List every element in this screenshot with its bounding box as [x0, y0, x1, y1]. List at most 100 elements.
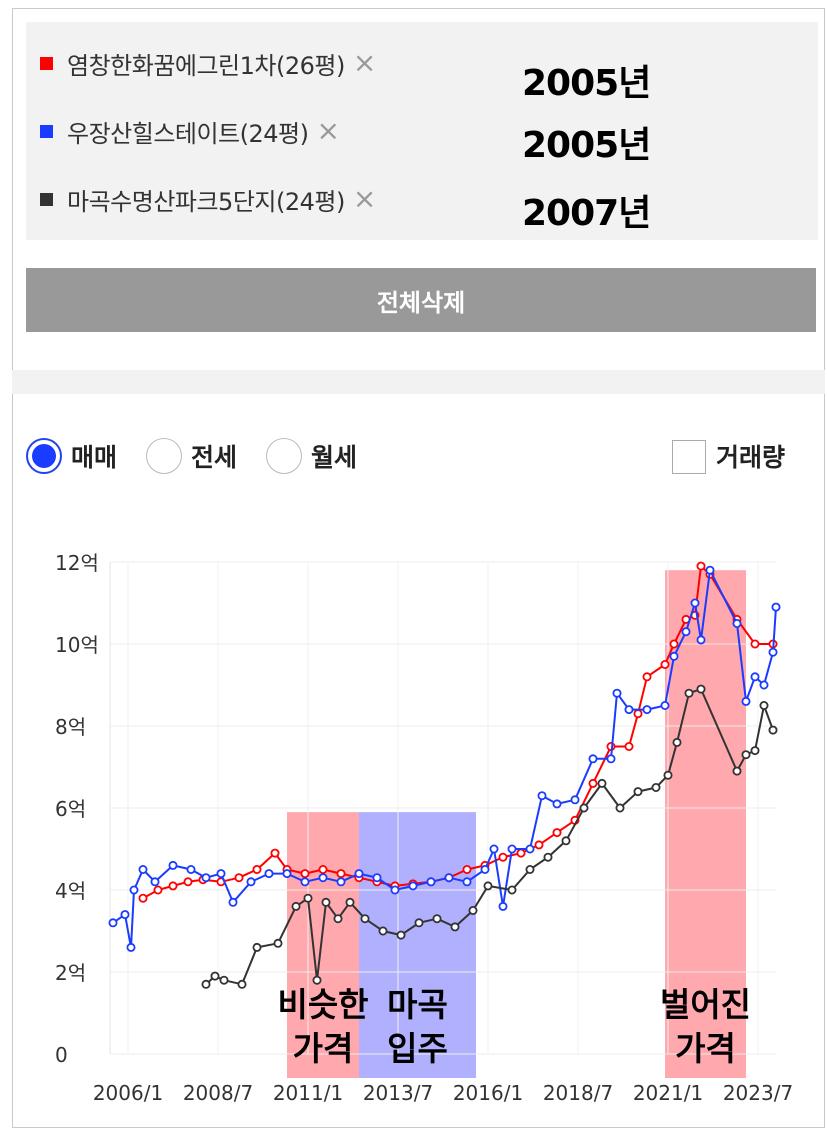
- comparison-legend: [26, 22, 818, 240]
- legend-swatch-blue: [40, 124, 53, 138]
- section-divider: [12, 370, 825, 394]
- close-icon[interactable]: ×: [316, 114, 340, 147]
- data-point: [462, 865, 472, 875]
- annotation-label: 가격: [675, 1029, 736, 1068]
- data-point: [516, 848, 526, 858]
- data-point: [669, 651, 679, 661]
- data-point: [525, 844, 535, 854]
- data-point: [732, 766, 742, 776]
- legend-swatch-red: [40, 56, 53, 70]
- data-point: [300, 877, 310, 887]
- data-point: [252, 942, 262, 952]
- data-point: [318, 865, 328, 875]
- x-tick-label: 2018/7: [543, 1081, 613, 1105]
- volume-checkbox[interactable]: [672, 440, 706, 474]
- data-point: [318, 873, 328, 883]
- radio-jeonse[interactable]: 전세: [146, 436, 237, 476]
- legend-year-3: 2007년: [522, 193, 651, 234]
- data-point: [378, 926, 388, 936]
- y-tick-label: 2억: [55, 961, 86, 985]
- data-point: [741, 750, 751, 760]
- data-point: [444, 873, 454, 883]
- annotation-label: 마곡: [387, 985, 448, 1024]
- data-point: [219, 975, 229, 985]
- data-point: [498, 852, 508, 862]
- radio-label: 매매: [71, 443, 118, 472]
- annotation-label: 가격: [293, 1029, 354, 1068]
- radio-monthly[interactable]: 월세: [266, 436, 357, 476]
- data-point: [450, 922, 460, 932]
- data-point: [150, 877, 160, 887]
- y-tick-label: 10억: [55, 633, 99, 657]
- data-point: [537, 791, 547, 801]
- data-point: [408, 881, 418, 891]
- data-point: [696, 561, 706, 571]
- data-point: [696, 684, 706, 694]
- radio-label: 전세: [191, 443, 238, 472]
- data-point: [771, 602, 781, 612]
- data-point: [642, 672, 652, 682]
- data-point: [126, 942, 136, 952]
- delete-all-button[interactable]: 전체삭제: [26, 268, 816, 332]
- data-point: [183, 877, 193, 887]
- legend-item-1: 염창한화꿈에그린1차(26평) ×: [40, 46, 377, 80]
- data-point: [168, 881, 178, 891]
- data-point: [498, 901, 508, 911]
- data-point: [633, 709, 643, 719]
- data-point: [129, 885, 139, 895]
- legend-swatch-dark: [40, 192, 53, 206]
- data-point: [270, 848, 280, 858]
- data-point: [534, 840, 544, 850]
- data-point: [390, 885, 400, 895]
- data-point: [660, 701, 670, 711]
- close-icon[interactable]: ×: [352, 182, 377, 215]
- data-point: [642, 705, 652, 715]
- legend-item-3: 마곡수명산파크5단지(24평) ×: [40, 182, 377, 216]
- data-point: [651, 783, 661, 793]
- data-point: [153, 885, 163, 895]
- data-point: [732, 619, 742, 629]
- data-point: [597, 778, 607, 788]
- data-point: [300, 869, 310, 879]
- data-point: [507, 885, 517, 895]
- volume-label: 거래량: [716, 443, 786, 472]
- data-point: [138, 865, 148, 875]
- data-point: [624, 705, 634, 715]
- close-icon[interactable]: ×: [352, 46, 377, 79]
- series-line-1: [142, 565, 773, 900]
- data-point: [333, 914, 343, 924]
- data-point: [282, 869, 292, 879]
- data-point: [246, 877, 256, 887]
- data-point: [684, 688, 694, 698]
- data-point: [291, 901, 301, 911]
- data-point: [273, 938, 283, 948]
- data-point: [396, 930, 406, 940]
- data-point: [588, 754, 598, 764]
- data-point: [759, 701, 769, 711]
- data-point: [354, 869, 364, 879]
- x-tick-label: 2011/1: [273, 1081, 343, 1105]
- data-point: [759, 680, 769, 690]
- data-point: [336, 869, 346, 879]
- annotation-label: 벌어진: [660, 985, 751, 1024]
- data-point: [750, 746, 760, 756]
- legend-year-2: 2005년: [522, 125, 651, 166]
- legend-label: 마곡수명산파크5단지(24평): [67, 187, 345, 216]
- x-tick-label: 2013/7: [363, 1081, 433, 1105]
- data-point: [480, 865, 490, 875]
- legend-item-2: 우장산힐스테이트(24평) ×: [40, 114, 340, 148]
- radio-trade[interactable]: 매매: [26, 436, 117, 476]
- data-point: [303, 893, 313, 903]
- radio-selected-icon: [26, 438, 62, 474]
- data-point: [432, 914, 442, 924]
- data-point: [669, 639, 679, 649]
- data-point: [705, 565, 715, 575]
- data-point: [237, 979, 247, 989]
- annotation-label: 입주: [387, 1029, 448, 1068]
- data-point: [543, 852, 553, 862]
- radio-icon: [266, 438, 302, 474]
- legend-label: 염창한화꿈에그린1차(26평): [67, 51, 345, 80]
- data-point: [741, 696, 751, 706]
- data-point: [552, 799, 562, 809]
- y-tick-label: 4억: [55, 879, 86, 903]
